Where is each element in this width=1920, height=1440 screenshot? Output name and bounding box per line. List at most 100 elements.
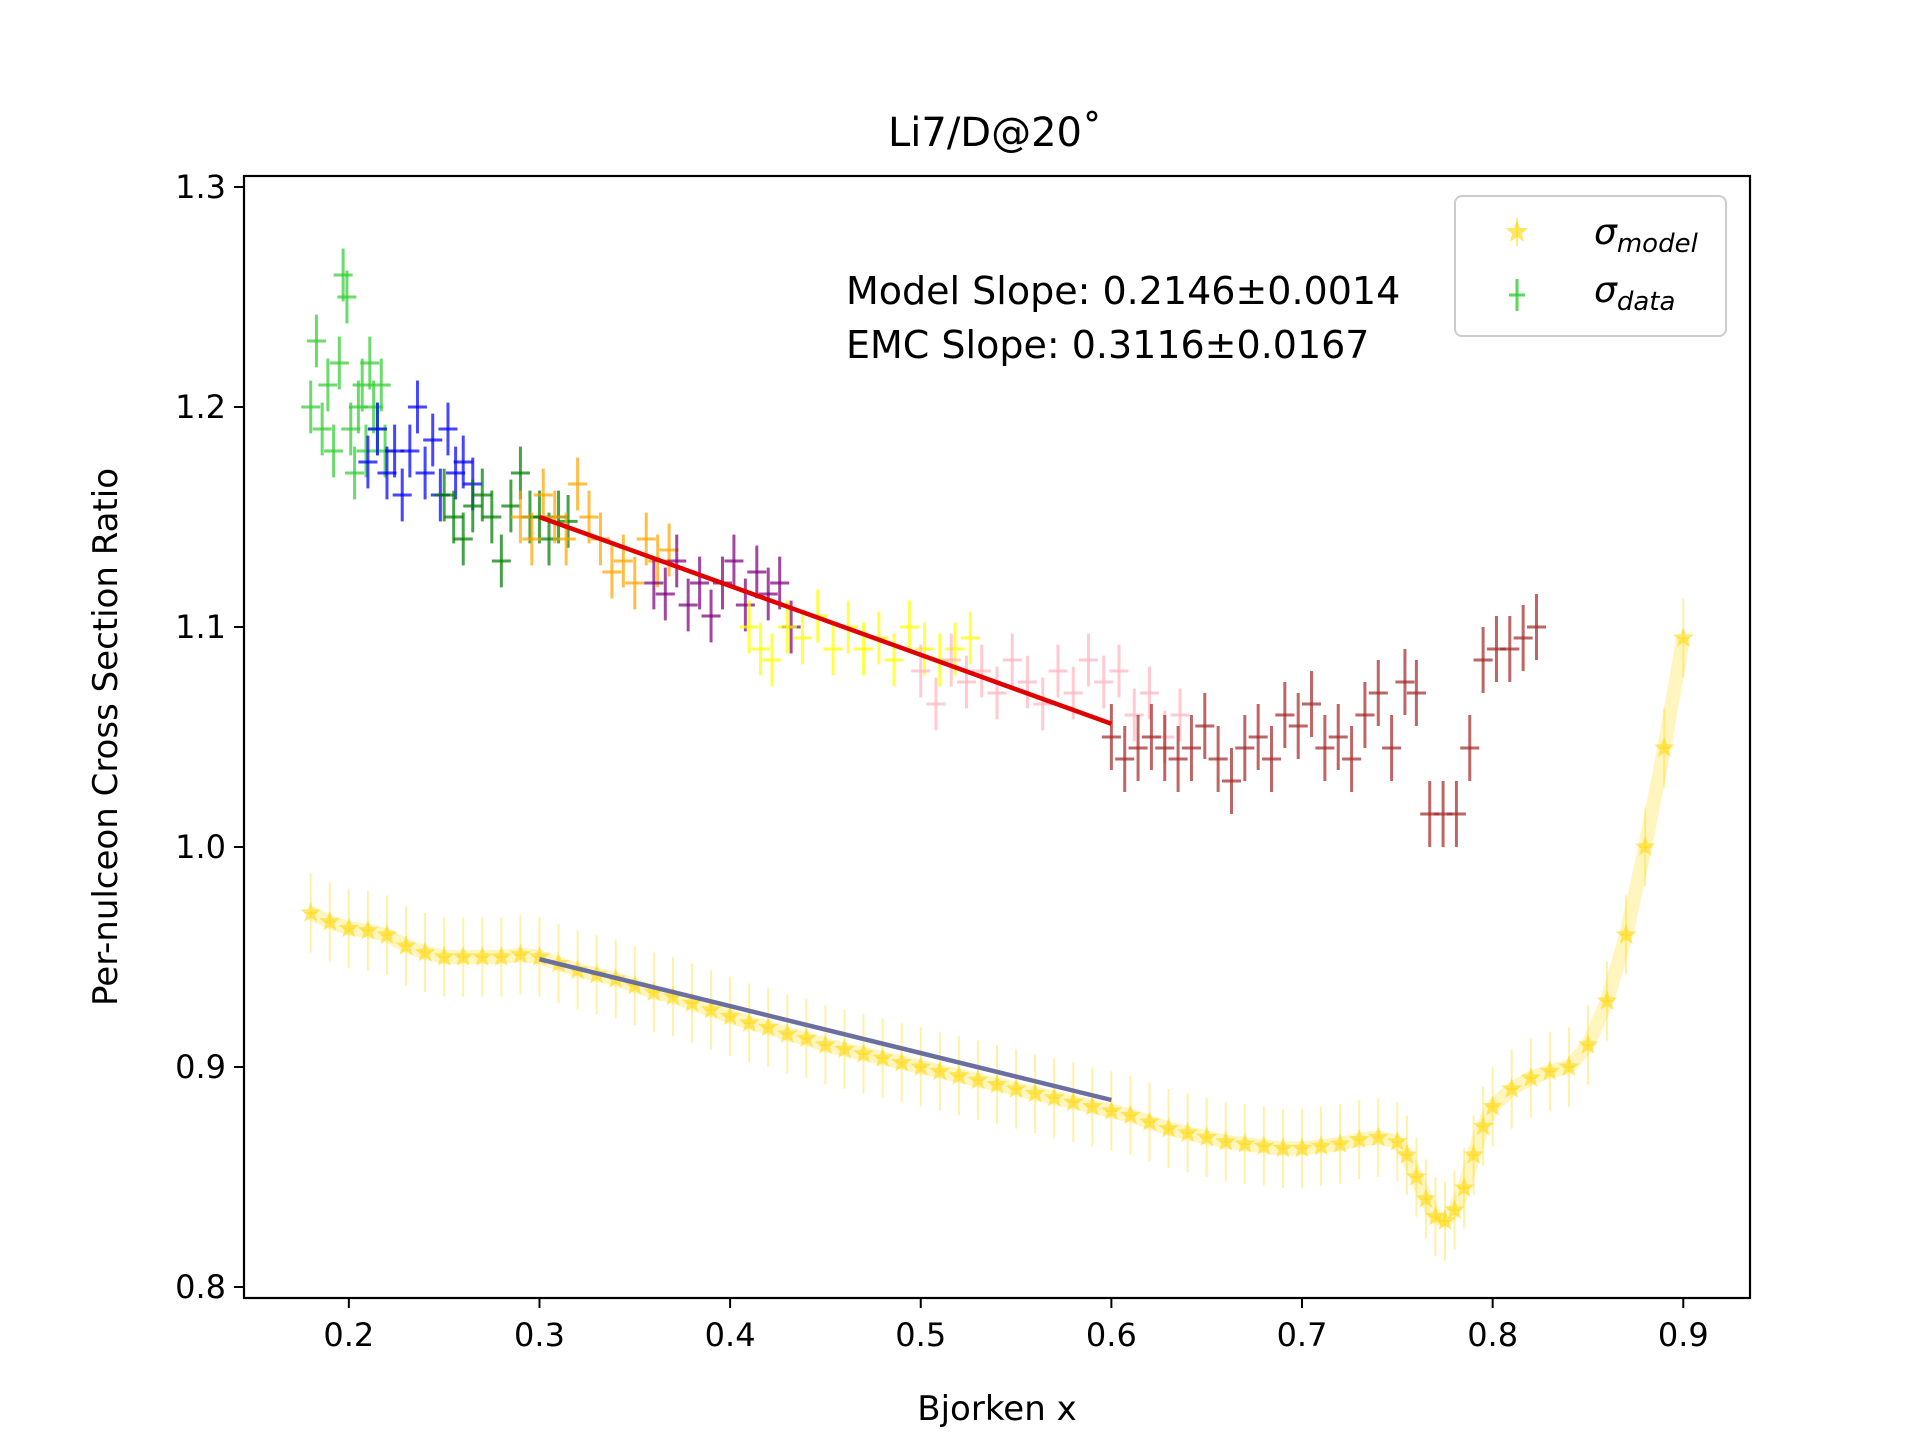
data-point [444,490,464,544]
model-point [452,917,474,997]
model-point-star [1005,1078,1027,1098]
data-point [724,534,744,588]
model-point [433,917,455,997]
data-point [1342,726,1362,792]
data-point [1155,715,1175,781]
model-point [1081,1067,1103,1147]
model-point-star [1158,1117,1179,1138]
data-point [1078,633,1099,687]
model-point-star [1139,1111,1160,1131]
data-point [1168,726,1188,792]
y-axis: 0.8 0.9 1.0 1.1 1.2 1.3 [175,168,244,1306]
model-point-star [1062,1091,1084,1112]
model-point-star [1482,1095,1504,1116]
model-point-star [815,1034,836,1054]
data-point [360,336,380,390]
model-point-star [929,1060,951,1081]
data-point [690,556,710,610]
model-point-star [510,943,531,964]
data-point [739,600,759,654]
data-point [701,589,721,643]
data-point [1473,627,1493,693]
model-point [1615,895,1637,975]
model-point [395,906,417,986]
x-axis-label: Bjorken x [917,1389,1076,1429]
model-point-star [1386,1130,1408,1151]
model-point-star [529,946,550,966]
model-point-star [1653,737,1675,757]
model-point [757,987,779,1067]
model-point [376,895,398,975]
data-point [333,248,353,302]
model-point [1463,1115,1484,1195]
y-tick-label: 1.3 [175,168,226,206]
model-point-star [1558,1056,1580,1076]
model-point [1386,1102,1408,1182]
data-point [747,545,767,599]
model-point [1329,1104,1351,1184]
data-series [301,248,1547,847]
model-point-star [1405,1166,1427,1186]
model-point [1405,1137,1427,1217]
data-point [1302,671,1322,737]
y-tick-label: 0.9 [175,1048,226,1086]
model-point [776,994,798,1074]
model-point-star [1634,836,1656,856]
model-point [948,1036,970,1116]
data-point [1406,660,1426,726]
model-point [1139,1082,1160,1162]
model-point-star [1081,1095,1103,1116]
model-point-star [738,1012,760,1032]
data-point [337,270,357,324]
data-point [1275,682,1295,748]
model-point-star [1310,1135,1332,1156]
data-point [762,633,782,687]
model-point [414,913,436,993]
data-point [318,358,338,412]
data-point [312,402,332,456]
data-point [941,633,961,687]
x-tick-label: 0.2 [323,1316,374,1354]
data-point [793,611,813,665]
data-point [1002,633,1022,687]
model-point-star [1539,1060,1561,1081]
model-point-star [1444,1199,1465,1219]
model-point-star [376,924,398,944]
annotation-model-slope: Model Slope: 0.2146±0.0014 [846,269,1400,313]
legend-entry-data: σdata [1509,270,1675,317]
data-series-7 [1101,594,1547,847]
data-point [1208,726,1228,792]
model-point [1415,1159,1437,1239]
data-point [1048,644,1068,698]
data-point [367,402,387,456]
data-point [1526,594,1547,660]
model-point-star [1472,1115,1494,1136]
data-point [1170,688,1190,742]
data-point [854,622,874,676]
model-point-star [1520,1067,1542,1087]
x-tick-label: 0.7 [1277,1316,1328,1354]
model-point-star [433,946,455,966]
data-point [884,633,904,687]
model-point [1043,1058,1065,1138]
x-tick-label: 0.4 [705,1316,756,1354]
model-point [1577,1005,1599,1085]
model-point [1501,1049,1523,1129]
model-point [700,970,722,1050]
data-point [956,655,977,709]
model-point-star [834,1038,855,1059]
data-point [972,644,992,698]
data-point [453,435,473,489]
data-point [1101,704,1121,770]
data-point [1355,682,1375,748]
data-point [1513,605,1533,671]
data-series-6 [911,633,1190,764]
model-point-star [1577,1034,1599,1054]
legend-model-label: σmodel [1594,212,1699,259]
model-point-star [1615,924,1637,944]
data-point [1446,781,1466,847]
data-point [329,336,349,390]
data-point [423,413,443,467]
data-fit-line [538,514,1113,726]
legend-data-sigma: σ [1594,270,1618,311]
